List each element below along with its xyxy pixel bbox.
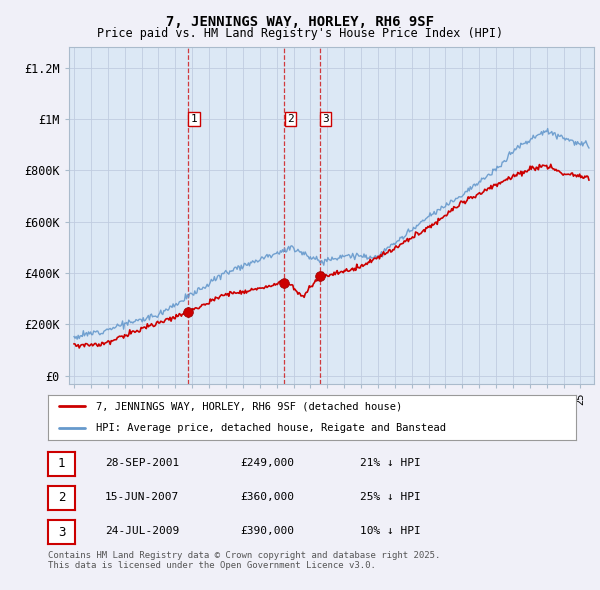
Text: 28-SEP-2001: 28-SEP-2001 (105, 458, 179, 467)
Text: 24-JUL-2009: 24-JUL-2009 (105, 526, 179, 536)
Text: HPI: Average price, detached house, Reigate and Banstead: HPI: Average price, detached house, Reig… (95, 424, 446, 434)
Text: 2: 2 (287, 114, 293, 124)
Text: 21% ↓ HPI: 21% ↓ HPI (360, 458, 421, 467)
Text: £360,000: £360,000 (240, 492, 294, 502)
Text: £249,000: £249,000 (240, 458, 294, 467)
Text: 3: 3 (58, 526, 65, 539)
Text: 2: 2 (58, 491, 65, 504)
Text: 25% ↓ HPI: 25% ↓ HPI (360, 492, 421, 502)
Text: £390,000: £390,000 (240, 526, 294, 536)
Text: 1: 1 (58, 457, 65, 470)
Text: 1: 1 (191, 114, 197, 124)
Text: Contains HM Land Registry data © Crown copyright and database right 2025.
This d: Contains HM Land Registry data © Crown c… (48, 551, 440, 571)
Text: 7, JENNINGS WAY, HORLEY, RH6 9SF (detached house): 7, JENNINGS WAY, HORLEY, RH6 9SF (detach… (95, 401, 402, 411)
Text: 7, JENNINGS WAY, HORLEY, RH6 9SF: 7, JENNINGS WAY, HORLEY, RH6 9SF (166, 15, 434, 29)
Text: 3: 3 (322, 114, 329, 124)
Text: 10% ↓ HPI: 10% ↓ HPI (360, 526, 421, 536)
Text: 15-JUN-2007: 15-JUN-2007 (105, 492, 179, 502)
Text: Price paid vs. HM Land Registry's House Price Index (HPI): Price paid vs. HM Land Registry's House … (97, 27, 503, 40)
